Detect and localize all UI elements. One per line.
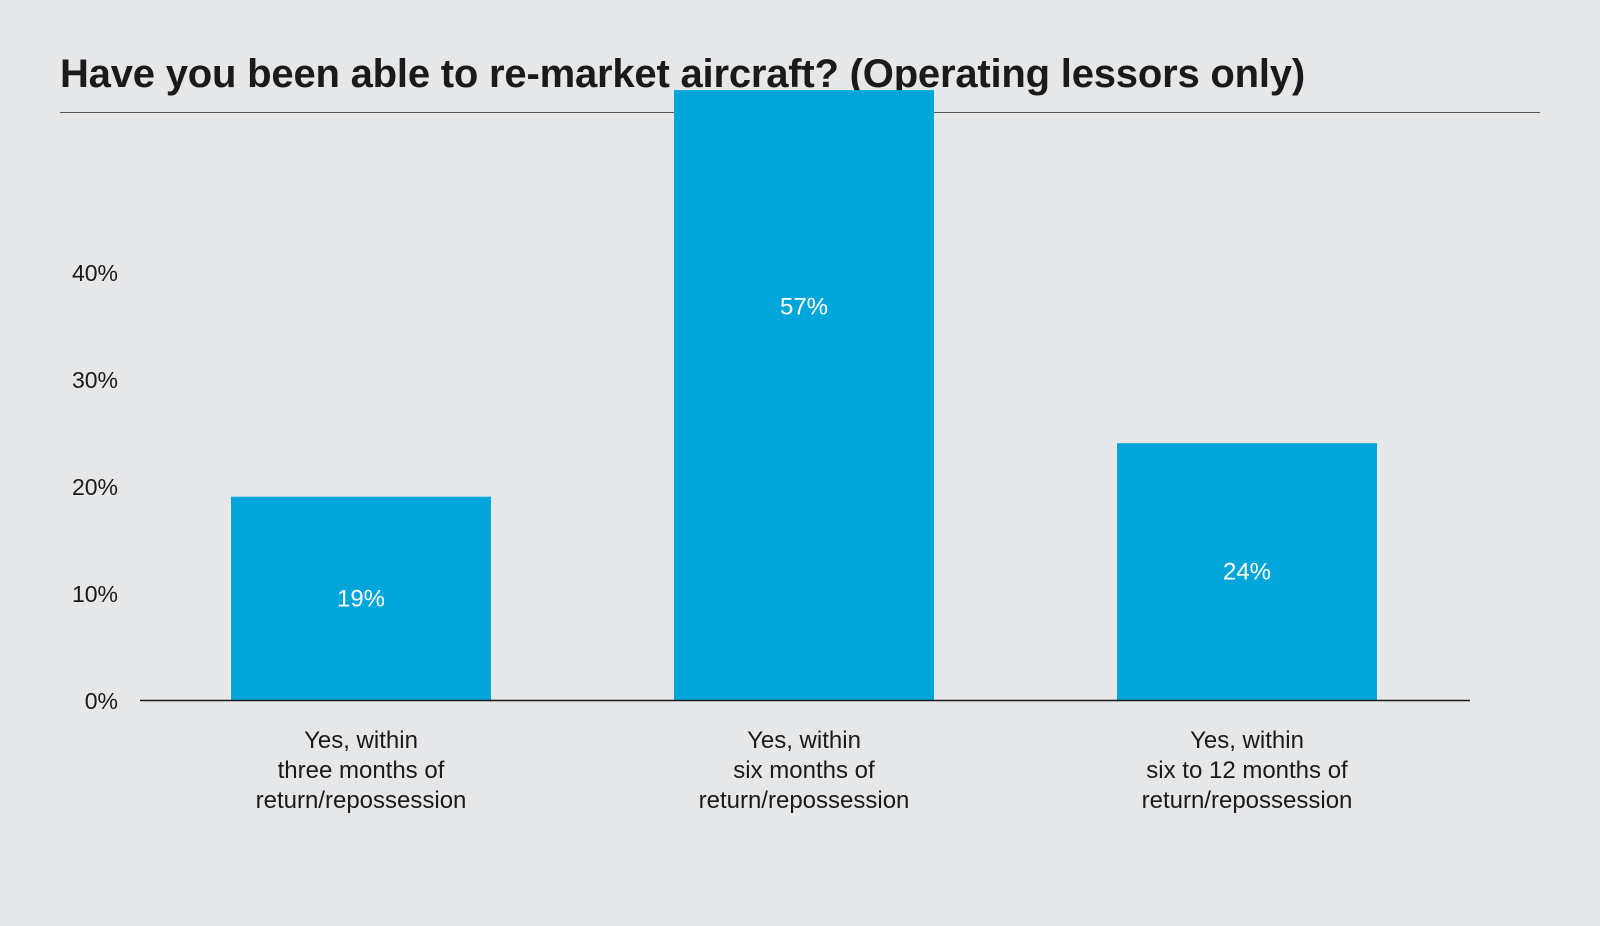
x-category-label: return/repossession — [1142, 787, 1353, 814]
bar — [674, 90, 934, 701]
y-tick-label: 40% — [72, 260, 118, 286]
x-category-label: Yes, within — [747, 727, 861, 754]
x-category-label: return/repossession — [256, 787, 467, 814]
bar-value-label: 24% — [1223, 559, 1271, 586]
bar — [231, 496, 491, 700]
bar — [1117, 443, 1377, 700]
x-category-label: return/repossession — [699, 787, 910, 814]
y-tick-label: 0% — [85, 688, 118, 714]
x-category-label: Yes, within — [304, 727, 418, 754]
y-tick-label: 20% — [72, 474, 118, 500]
x-category-label: six to 12 months of — [1146, 757, 1348, 784]
chart-title: Have you been able to re-market aircraft… — [60, 52, 1305, 96]
x-category-label: three months of — [278, 757, 445, 784]
bar-value-label: 57% — [780, 294, 828, 321]
x-category-label: six months of — [733, 757, 875, 784]
y-tick-label: 30% — [72, 367, 118, 393]
x-category-label: Yes, within — [1190, 727, 1304, 754]
bar-value-label: 19% — [337, 585, 385, 612]
y-tick-label: 10% — [72, 581, 118, 607]
